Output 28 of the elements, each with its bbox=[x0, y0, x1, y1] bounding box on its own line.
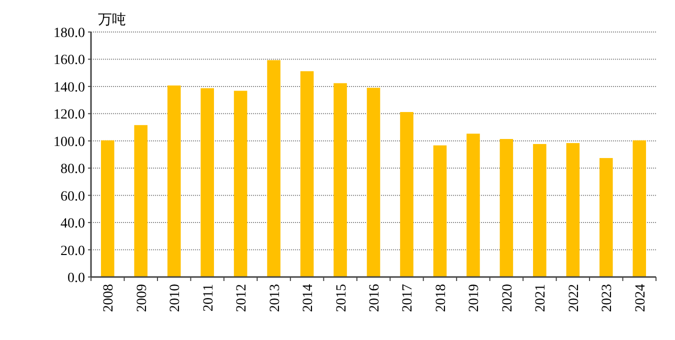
x-tick-label: 2018 bbox=[434, 284, 449, 312]
x-tick-label: 2019 bbox=[467, 284, 482, 312]
x-tick-label: 2012 bbox=[234, 284, 250, 312]
y-tick-label: 180.0 bbox=[54, 26, 85, 41]
x-tick-label: 2008 bbox=[102, 284, 117, 312]
x-tick-label: 2009 bbox=[134, 284, 150, 312]
x-tick-label: 2024 bbox=[633, 284, 648, 312]
y-tick-label: 20.0 bbox=[60, 244, 85, 259]
y-axis-title: 万吨 bbox=[98, 11, 126, 27]
x-tick-label: 2022 bbox=[566, 284, 582, 312]
x-tick-label: 2020 bbox=[500, 284, 516, 312]
x-tick-label: 2017 bbox=[400, 284, 416, 312]
x-tick-label: 2010 bbox=[168, 284, 184, 312]
y-tick-label: 160.0 bbox=[54, 53, 85, 68]
y-tick-label: 60.0 bbox=[60, 189, 85, 204]
y-tick-label: 80.0 bbox=[60, 162, 85, 178]
y-tick-label: 100.0 bbox=[54, 134, 85, 150]
y-tick-label: 0.0 bbox=[68, 271, 85, 286]
x-tick-label: 2011 bbox=[201, 284, 216, 312]
x-tick-label: 2016 bbox=[368, 284, 382, 312]
x-tick-label: 2015 bbox=[334, 284, 350, 312]
x-tick-label: 2013 bbox=[268, 284, 283, 312]
y-tick-label: 140.0 bbox=[54, 80, 85, 96]
x-tick-label: 2023 bbox=[600, 284, 616, 312]
x-tick-label: 2021 bbox=[534, 284, 549, 312]
y-tick-label: 40.0 bbox=[60, 216, 85, 232]
x-tick-label: 2014 bbox=[301, 284, 316, 312]
y-tick-label: 120.0 bbox=[54, 108, 85, 123]
